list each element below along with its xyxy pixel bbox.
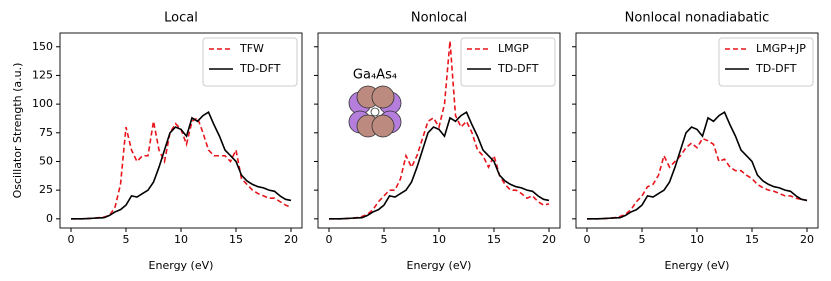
x-tick-label: 15 [487,233,501,246]
data-line [329,40,550,220]
annotation: Ga₄As₄ [353,68,397,83]
x-tick-label: 0 [326,233,333,246]
y-tick-label: 150 [32,40,53,53]
y-tick-label: 100 [32,97,53,110]
legend: LMGP+JP TD-DFT [718,37,814,87]
legend-label: LMGP [498,42,529,55]
x-tick-label: 10 [174,233,188,246]
x-tick-label: 5 [123,233,130,246]
atom [371,85,395,109]
x-tick-label: 10 [690,233,704,246]
plot-frame [59,32,303,229]
x-axis-label: Energy (eV) [665,259,730,272]
atom [370,107,380,117]
data-line [587,110,808,220]
x-tick-label: 10 [432,233,446,246]
plot-frame [317,32,561,229]
legend-label: TD-DFT [497,62,539,75]
x-tick-label: 5 [381,233,388,246]
legend: LMGP TD-DFT [460,37,556,87]
y-tick-label: 125 [32,68,53,81]
chart-title: Nonlocal [411,11,467,26]
data-line [329,110,550,220]
chart-title: Nonlocal nonadiabatic [625,11,770,26]
x-tick-label: 15 [745,233,759,246]
molecule-icon [348,85,402,138]
x-tick-label: 20 [542,233,556,246]
x-tick-label: 15 [229,233,243,246]
y-tick-label: 75 [39,126,53,139]
x-axis-label: Energy (eV) [407,259,472,272]
plot-frame [575,32,819,229]
y-tick-label: 25 [39,183,53,196]
y-tick-label: 0 [46,212,53,225]
chart-title: Local [164,11,198,26]
y-axis-label: Oscillator Strength (a.u.) [11,63,24,199]
x-axis-label: Energy (eV) [149,259,214,272]
x-tick-label: 20 [284,233,298,246]
x-tick-label: 5 [639,233,646,246]
legend-box [460,37,556,87]
y-tick-label: 50 [39,154,53,167]
x-tick-label: 0 [68,233,75,246]
legend-label: LMGP+JP [756,42,806,55]
data-line [587,137,808,220]
x-tick-label: 0 [584,233,591,246]
atom [371,114,395,138]
data-line [71,116,292,220]
legend-box [718,37,814,87]
legend-box [202,37,298,87]
legend: TFW TD-DFT [202,37,298,87]
legend-label: TD-DFT [239,62,281,75]
x-tick-label: 20 [800,233,814,246]
legend-label: TFW [239,42,264,55]
legend-label: TD-DFT [755,62,797,75]
data-line [71,110,292,220]
